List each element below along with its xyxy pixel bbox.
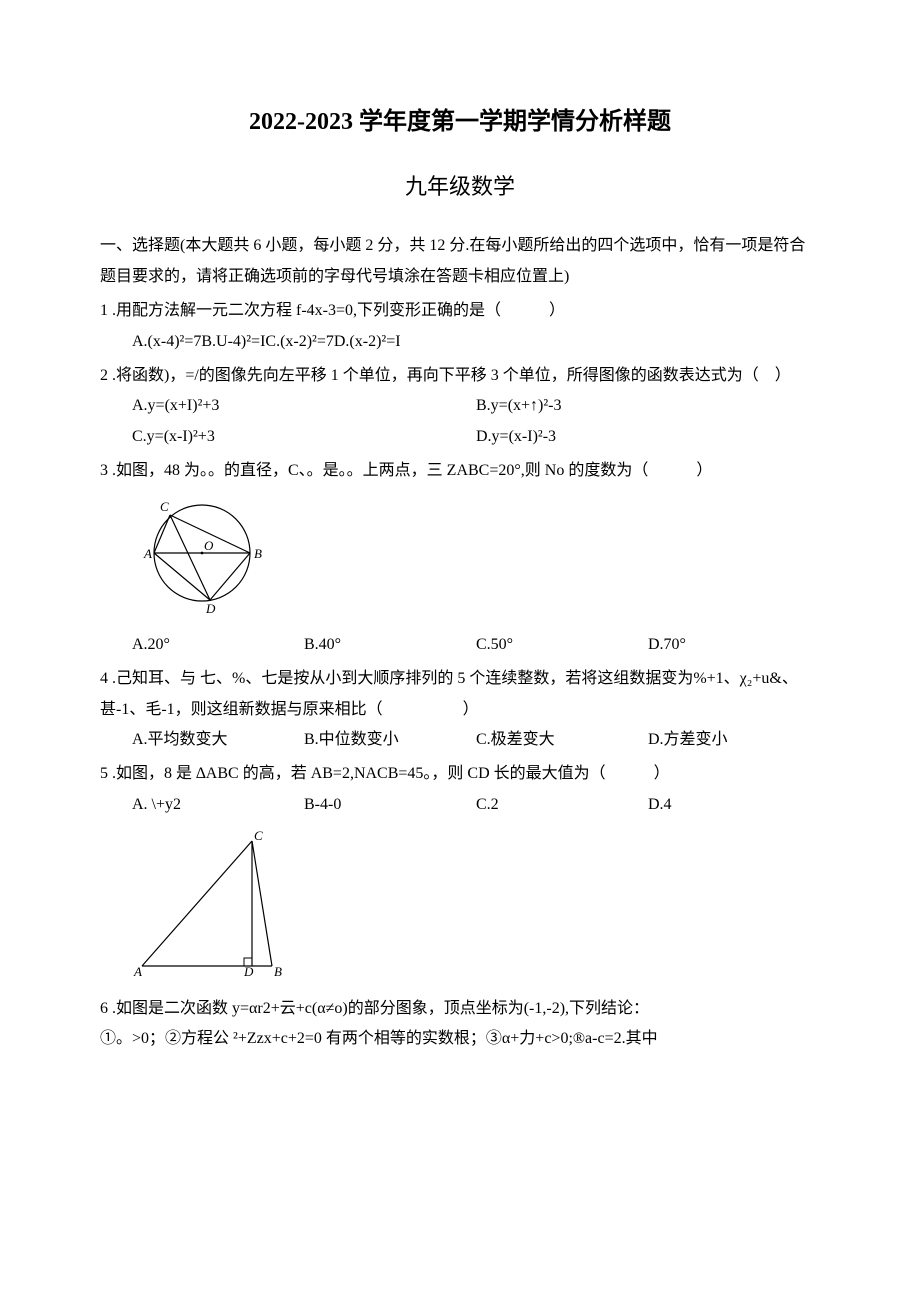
- svg-text:C: C: [254, 828, 263, 843]
- q6-text: 6 .如图是二次函数 y=αr2+云+c(α≠o)的部分图象，顶点坐标为(-1,…: [100, 994, 820, 1024]
- page-title: 2022-2023 学年度第一学期学情分析样题: [100, 100, 820, 146]
- q2-text: 2 .将函数)，=/的图像先向左平移 1 个单位，再向下平移 3 个单位，所得图…: [100, 361, 820, 391]
- q3-text: 3 .如图，48 为。。的直径，C、。是。。上两点，三 ZABC=20°,则 N…: [100, 456, 820, 486]
- q1-options: A.(x-4)²=7B.U-4)²=IC.(x-2)²=7D.(x-2)²=I: [132, 327, 820, 357]
- section1-heading: 一、选择题(本大题共 6 小题，每小题 2 分，共 12 分.在每小题所给出的四…: [100, 231, 820, 292]
- svg-text:D: D: [205, 601, 216, 613]
- svg-text:A: A: [143, 546, 152, 561]
- q3-opt-b: B.40°: [304, 630, 476, 660]
- page-subtitle: 九年级数学: [100, 166, 820, 208]
- svg-text:O: O: [204, 538, 214, 553]
- q3-opt-c: C.50°: [476, 630, 648, 660]
- q5-opt-d: D.4: [648, 790, 820, 820]
- q2-opt-c: C.y=(x-I)²+3: [132, 422, 476, 452]
- q3-opt-d: D.70°: [648, 630, 820, 660]
- q3-diagram: A B C D O: [132, 493, 820, 624]
- question-2: 2 .将函数)，=/的图像先向左平移 1 个单位，再向下平移 3 个单位，所得图…: [100, 361, 820, 452]
- q4-text: 4 .己知耳、与 七、%、七是按从小到大顺序排列的 5 个连续整数，若将这组数据…: [100, 664, 820, 725]
- q2-opt-b: B.y=(x+↑)²-3: [476, 391, 820, 421]
- question-1: 1 .用配方法解一元二次方程 f-4x-3=0,下列变形正确的是（ ） A.(x…: [100, 296, 820, 357]
- q1-text: 1 .用配方法解一元二次方程 f-4x-3=0,下列变形正确的是（ ）: [100, 296, 820, 326]
- question-4: 4 .己知耳、与 七、%、七是按从小到大顺序排列的 5 个连续整数，若将这组数据…: [100, 664, 820, 755]
- svg-text:B: B: [274, 964, 282, 976]
- q5-triangle-diagram: A B C D: [132, 826, 292, 976]
- q2-opt-d: D.y=(x-I)²-3: [476, 422, 820, 452]
- q5-opt-a: A. \+y2: [132, 790, 304, 820]
- q4-opt-b: B.中位数变小: [304, 725, 476, 755]
- svg-text:A: A: [133, 964, 142, 976]
- svg-text:D: D: [243, 964, 254, 976]
- q4-opt-c: C.极差变大: [476, 725, 648, 755]
- question-6: 6 .如图是二次函数 y=αr2+云+c(α≠o)的部分图象，顶点坐标为(-1,…: [100, 994, 820, 1055]
- q5-diagram: A B C D: [132, 826, 820, 987]
- svg-text:C: C: [160, 499, 169, 514]
- question-3: 3 .如图，48 为。。的直径，C、。是。。上两点，三 ZABC=20°,则 N…: [100, 456, 820, 660]
- q4-opt-d: D.方差变小: [648, 725, 820, 755]
- q4-opt-a: A.平均数变大: [132, 725, 304, 755]
- question-5: 5 .如图，8 是 ∆ABC 的高，若 AB=2,NACB=45。，则 CD 长…: [100, 759, 820, 987]
- q3-circle-diagram: A B C D O: [132, 493, 272, 613]
- svg-text:B: B: [254, 546, 262, 561]
- q6-conclusions: ①。>0；②方程公 ²+Zzx+c+2=0 有两个相等的实数根；③α+力+c>0…: [100, 1024, 820, 1054]
- q5-opt-b: B-4-0: [304, 790, 476, 820]
- q5-opt-c: C.2: [476, 790, 648, 820]
- q2-opt-a: A.y=(x+I)²+3: [132, 391, 476, 421]
- q3-opt-a: A.20°: [132, 630, 304, 660]
- q5-text: 5 .如图，8 是 ∆ABC 的高，若 AB=2,NACB=45。，则 CD 长…: [100, 759, 820, 789]
